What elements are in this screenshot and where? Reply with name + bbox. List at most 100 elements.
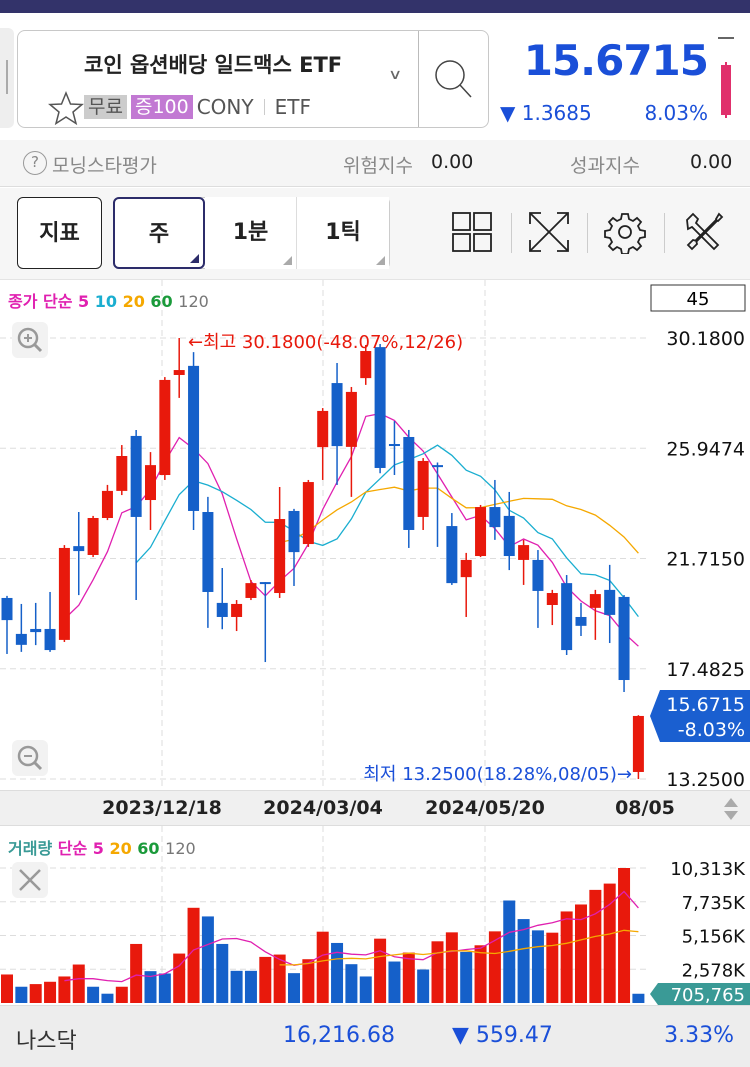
legend-period-60: 60 <box>137 839 165 858</box>
candle <box>561 575 573 656</box>
volume-bar <box>230 970 243 1003</box>
candle <box>15 603 27 652</box>
candle-body <box>188 365 200 511</box>
symbol-selector[interactable]: 코인 옵션배당 일드맥스 ETF ∨ 무료 증100 CONY ETF <box>17 30 489 128</box>
star-icon[interactable] <box>46 89 86 129</box>
date-axis[interactable]: 2023/12/18 2024/03/04 2024/05/20 08/05 <box>0 790 750 826</box>
candle-body <box>632 715 644 772</box>
divider <box>587 213 588 253</box>
period-1tick-button[interactable]: 1틱 <box>297 197 389 269</box>
candle <box>446 513 458 585</box>
indicator-button[interactable]: 지표 <box>17 197 102 269</box>
price-tick: 17.4825 <box>666 659 745 681</box>
candle-body <box>360 351 372 379</box>
volume-bar <box>359 976 372 1003</box>
candle <box>101 484 113 521</box>
legend-period-20: 20 <box>109 839 137 858</box>
dropdown-corner-icon <box>190 254 199 263</box>
volume-legend: 거래량 단순 5 20 60 120 <box>8 839 196 858</box>
volume-bar <box>517 919 530 1003</box>
candle <box>374 343 386 474</box>
divider <box>511 213 512 253</box>
candle <box>546 589 558 626</box>
mini-candle-icon <box>718 37 734 118</box>
ma10-line <box>135 444 639 617</box>
candle-body <box>561 583 573 651</box>
price-tick: 13.2500 <box>666 769 745 790</box>
zoom-out-icon-handle <box>32 760 43 771</box>
grid-layout-icon[interactable] <box>450 210 494 254</box>
legend-prefix: 종가 단순 <box>8 292 78 311</box>
index-change: ▼ 559.47 <box>452 1023 553 1048</box>
volume-bar <box>44 981 57 1003</box>
volume-bar <box>331 942 344 1003</box>
candle <box>216 568 228 630</box>
morningstar-rating-link[interactable]: 모닝스타평가 <box>52 155 157 177</box>
candle <box>503 491 515 571</box>
volume-tick: 10,313K <box>670 859 746 880</box>
weekly-label: 주 <box>148 222 170 247</box>
zoom-in-icon[interactable] <box>12 322 48 358</box>
candle <box>331 363 343 485</box>
index-ticker-bar[interactable]: 나스닥 16,216.68 ▼ 559.47 3.33% <box>0 1005 750 1067</box>
1min-label: 1분 <box>232 220 269 245</box>
volume-bar <box>144 971 157 1003</box>
side-drawer-handle[interactable] <box>0 28 14 128</box>
scroll-arrows-icon[interactable] <box>722 797 740 821</box>
volume-bar <box>302 959 315 1003</box>
volume-chart[interactable]: 10,313K 7,735K 5,156K 2,578K 거래량 단순 5 20 60 … <box>0 826 750 1005</box>
symbol-title[interactable]: 코인 옵션배당 일드맥스 ETF <box>84 53 343 77</box>
candle-body <box>475 507 487 557</box>
candle <box>30 602 42 646</box>
volume-tick: 5,156K <box>682 927 747 948</box>
zoom-in-icon-lens <box>17 327 39 349</box>
date-tick: 08/05 <box>615 797 675 819</box>
divider <box>418 31 419 127</box>
volume-bar <box>575 904 587 1003</box>
fullscreen-icon[interactable] <box>527 210 571 254</box>
chart-toolbar: 지표 주 1분 1틱 <box>0 188 750 280</box>
candle-body <box>101 490 113 518</box>
candle-body <box>489 507 501 528</box>
candle <box>360 345 372 385</box>
volume-bar <box>72 964 85 1003</box>
chevron-down-icon[interactable]: ∨ <box>387 67 403 83</box>
legend-period-5: 5 <box>93 839 110 858</box>
1tick-label: 1틱 <box>325 220 361 245</box>
candle-body <box>575 616 587 626</box>
ma-legend: 종가 단순 5 10 20 60 120 <box>8 292 209 311</box>
candle <box>432 462 443 547</box>
date-tick: 2023/12/18 <box>102 797 222 819</box>
index-change-pct: 3.33% <box>664 1023 734 1048</box>
candle-body <box>30 628 42 633</box>
candle <box>145 452 156 530</box>
gear-icon[interactable] <box>603 210 647 254</box>
search-icon[interactable] <box>431 56 477 102</box>
volume-bar <box>431 941 444 1003</box>
period-1min-button[interactable]: 1분 <box>205 197 297 269</box>
last-price-badge: 15.6715 -8.03% <box>650 690 750 742</box>
zoom-out-icon[interactable] <box>12 740 48 776</box>
close-icon <box>19 869 41 891</box>
zoom-in-icon-bg <box>12 322 48 358</box>
candle <box>575 602 587 636</box>
candle-body <box>202 512 214 592</box>
legend-period-120: 120 <box>165 839 196 858</box>
price-chart[interactable]: 30.1800 25.9474 21.7150 17.4825 13.2500 종가 단순… <box>0 280 750 790</box>
candle-body <box>216 602 228 617</box>
volume-bar <box>603 883 616 1003</box>
candle <box>475 504 487 558</box>
volume-bar <box>345 964 358 1003</box>
last-volume-badge: 705,765 <box>650 983 750 1005</box>
dropdown-corner-icon <box>283 256 292 265</box>
close-volume-button[interactable] <box>12 862 48 898</box>
volume-bar <box>29 984 42 1003</box>
help-icon[interactable]: ? <box>23 151 47 175</box>
volume-ma20-line <box>279 929 639 966</box>
count-box[interactable]: 45 <box>650 284 746 312</box>
candle <box>417 458 429 530</box>
tools-icon[interactable] <box>681 210 725 254</box>
index-name: 나스닥 <box>16 1029 77 1054</box>
period-weekly-button[interactable]: 주 <box>113 197 205 269</box>
candle-body <box>130 435 142 517</box>
